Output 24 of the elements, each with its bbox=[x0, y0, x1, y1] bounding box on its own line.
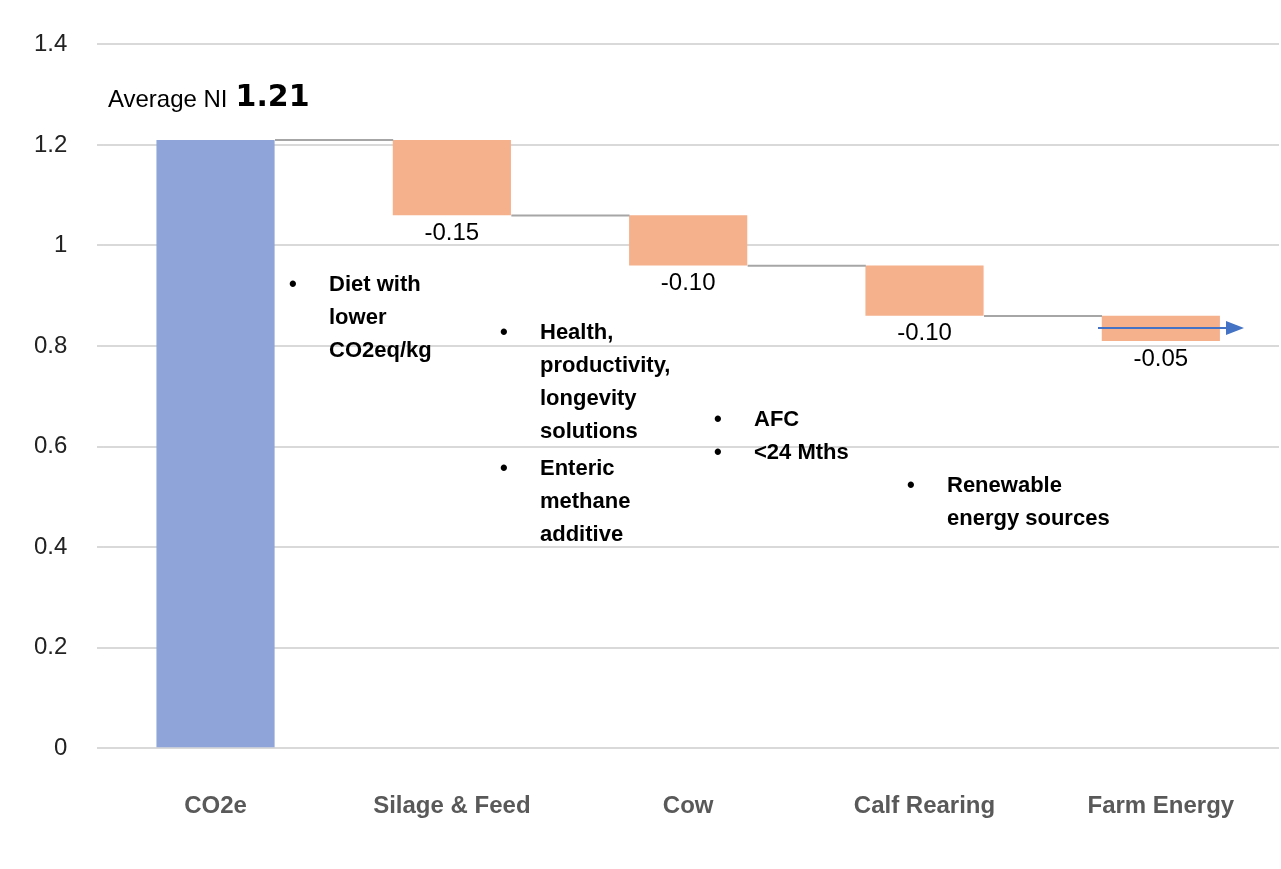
text: • Enteric methane additive bbox=[500, 455, 631, 547]
y-tick-label: 1.4 bbox=[33, 29, 68, 57]
text: • Renewable energy sources bbox=[907, 472, 1110, 531]
bar bbox=[156, 139, 275, 748]
bar bbox=[1101, 315, 1220, 341]
text: • Health, productivity, longevity solutions bbox=[500, 319, 671, 444]
y-tick-label: 0.8 bbox=[33, 330, 68, 358]
y-tick-label: 0.4 bbox=[33, 531, 68, 559]
x-tick-label: Cow bbox=[662, 791, 714, 819]
x-tick-label: Calf Rearing bbox=[853, 791, 996, 819]
y-tick-label: 0.6 bbox=[33, 431, 68, 459]
text: • AFC bbox=[714, 406, 800, 432]
x-tick-label: Silage & Feed bbox=[373, 791, 531, 819]
y-tick-label: 1.2 bbox=[33, 129, 68, 157]
x-tick-label: CO2e bbox=[184, 791, 247, 819]
y-tick-label: 0 bbox=[54, 732, 68, 760]
data-label: -0.10 bbox=[897, 318, 952, 346]
data-label: 1.21 bbox=[235, 77, 310, 113]
x-tick-label: Farm Energy bbox=[1087, 791, 1235, 819]
data-label: -0.05 bbox=[1133, 343, 1189, 371]
annotation: Average NI bbox=[107, 84, 228, 112]
y-tick-label: 0.2 bbox=[33, 632, 68, 660]
text: • <24 Mths bbox=[714, 439, 849, 465]
y-tick-label: 1 bbox=[54, 230, 68, 258]
